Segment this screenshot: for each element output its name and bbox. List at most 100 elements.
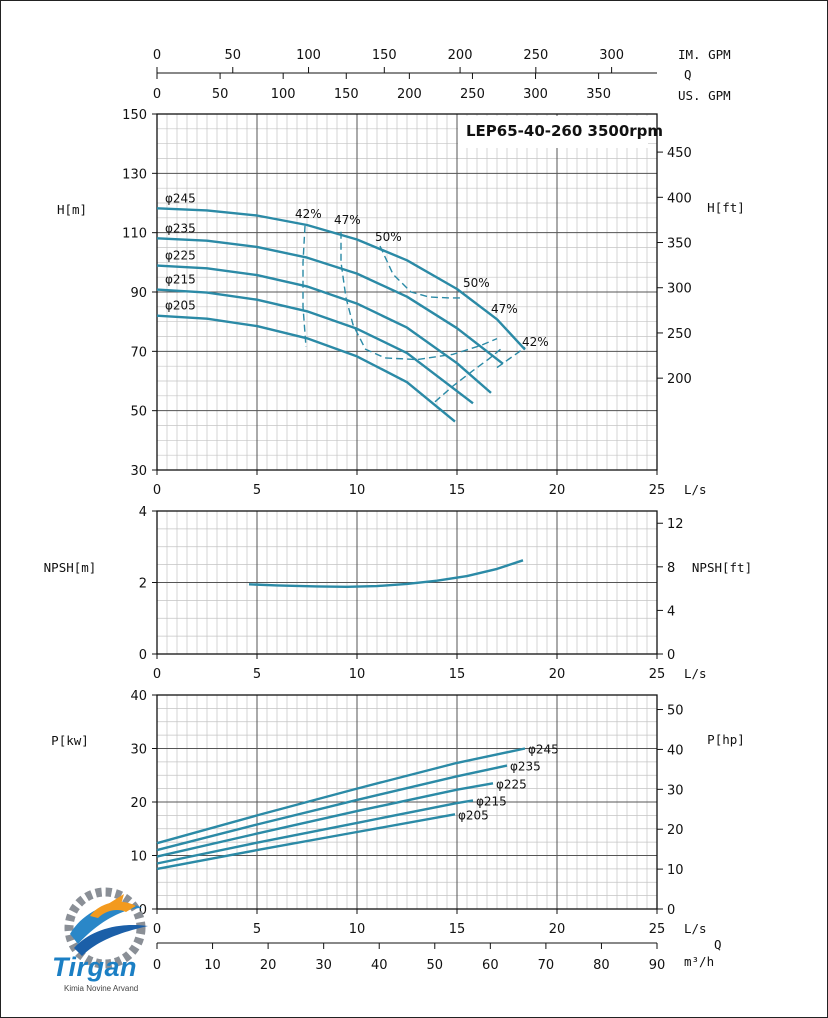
performance-curve [156,747,526,845]
y-tick-label: 4 [139,505,147,520]
x-tick-label: 5 [253,483,261,498]
im-gpm-tick-label: 150 [372,48,397,63]
m3h-tick-label: 50 [427,958,444,973]
diameter-label: φ235 [165,221,196,235]
us-gpm-tick-label: 350 [586,87,611,102]
diameter-label: φ215 [165,273,196,287]
y2-tick-label: 40 [667,743,684,758]
performance-curve [156,264,492,394]
y2-tick-label: 400 [667,191,692,206]
y2-tick-label: 0 [667,903,675,918]
y-tick-label: 30 [130,464,147,479]
x-tick-label: 10 [349,483,366,498]
y2-tick-label: 300 [667,282,692,297]
efficiency-label: 50% [463,276,490,290]
im-gpm-tick-label: 250 [523,48,548,63]
im-gpm-tick-label: 50 [224,48,241,63]
m3h-tick-label: 30 [315,958,332,973]
m3h-tick-label: 0 [153,958,161,973]
y2-tick-label: 10 [667,863,684,878]
y2-tick-label: 250 [667,327,692,342]
performance-curve [248,559,524,588]
efficiency-line [379,245,461,299]
m3h-tick-label: 40 [371,958,388,973]
q-label: Q [684,67,692,82]
bottom-q-label: Q [714,937,722,952]
diameter-label: φ245 [528,743,559,757]
y-tick-label: 50 [130,405,147,420]
x-tick-label: 15 [449,483,466,498]
diameter-label: φ225 [496,777,527,791]
m3h-tick-label: 20 [260,958,277,973]
performance-curve [156,764,508,852]
x-tick-label: 20 [549,922,566,937]
im-gpm-tick-label: 0 [153,48,161,63]
efficiency-line [340,231,366,349]
title-box [458,116,648,148]
x-tick-label: 15 [449,667,466,682]
y-tick-label: 110 [122,227,147,242]
m3h-unit-label: m³/h [684,954,714,969]
x-tick-label: 25 [649,483,666,498]
y2-tick-label: 200 [667,372,692,387]
efficiency-label: 47% [491,302,518,316]
x-tick-label: 0 [153,483,161,498]
us-gpm-label: US. GPM [678,88,731,103]
y2-tick-label: 350 [667,237,692,252]
us-gpm-tick-label: 100 [271,87,296,102]
im-gpm-tick-label: 300 [599,48,624,63]
efficiency-line [434,346,504,403]
efficiency-label: 50% [375,230,402,244]
logo-wordmark: Tirgan [52,952,138,982]
y2-tick-label: 12 [667,517,684,532]
m3h-tick-label: 80 [593,958,610,973]
y-tick-label: 130 [122,167,147,182]
y-tick-label: 150 [122,108,147,123]
y2-axis-label: P[hp] [707,732,745,747]
y2-tick-label: 50 [667,704,684,719]
y-tick-label: 0 [139,903,147,918]
y-axis-label: H[m] [57,202,87,217]
y-tick-label: 0 [139,648,147,663]
diameter-label: φ225 [165,249,196,263]
y-tick-label: 20 [130,796,147,811]
y2-tick-label: 0 [667,648,675,663]
performance-curve [156,799,474,865]
m3h-tick-label: 60 [482,958,499,973]
efficiency-label: 47% [334,213,361,227]
y2-tick-label: 450 [667,146,692,161]
diameter-label: φ205 [458,808,489,822]
x-tick-label: 0 [153,922,161,937]
im-gpm-tick-label: 100 [296,48,321,63]
x-tick-label: 20 [549,667,566,682]
efficiency-label: 42% [295,207,322,221]
efficiency-line [364,337,498,361]
efficiency-line [496,346,526,369]
performance-curve [156,207,526,351]
y-tick-label: 40 [130,689,147,704]
y2-tick-label: 20 [667,823,684,838]
x-tick-label: 0 [153,667,161,682]
y-tick-label: 2 [139,577,147,592]
performance-curve [156,314,456,423]
efficiency-label: 42% [522,335,549,349]
logo-subtitle: Kimia Novine Arvand [64,984,139,993]
diameter-label: φ245 [165,191,196,205]
x-tick-label: 25 [649,667,666,682]
y-axis-label: P[kw] [51,733,89,748]
m3h-tick-label: 90 [649,958,666,973]
y2-tick-label: 30 [667,783,684,798]
performance-curve [156,237,504,365]
x-axis-unit-label: L/s [684,666,707,681]
m3h-tick-label: 70 [538,958,555,973]
im-gpm-label: IM. GPM [678,47,731,62]
diameter-label: φ235 [510,760,541,774]
us-gpm-tick-label: 250 [460,87,485,102]
us-gpm-tick-label: 150 [334,87,359,102]
x-tick-label: 20 [549,483,566,498]
y-tick-label: 30 [130,743,147,758]
y-tick-label: 90 [130,286,147,301]
us-gpm-tick-label: 200 [397,87,422,102]
x-tick-label: 10 [349,667,366,682]
